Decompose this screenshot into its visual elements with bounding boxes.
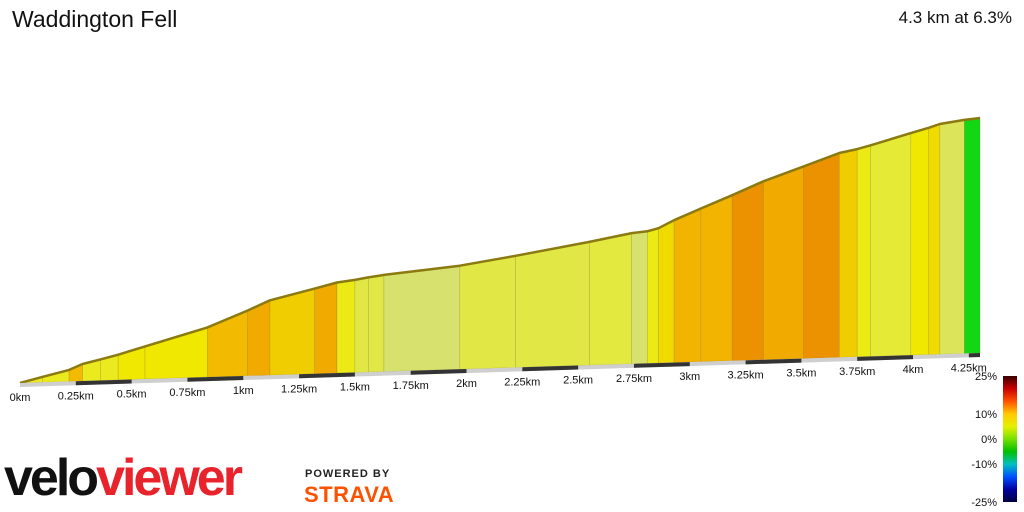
legend-label: 0% xyxy=(981,434,997,446)
x-tick-label: 2.25km xyxy=(504,376,540,388)
profile-segment xyxy=(354,277,369,373)
x-tick-label: 1.75km xyxy=(393,380,429,392)
gradient-legend-bar xyxy=(1003,376,1017,502)
profile-segment xyxy=(314,282,338,375)
profile-segment xyxy=(731,180,764,362)
x-tick-label: 0km xyxy=(10,392,31,404)
profile-segment xyxy=(838,148,858,358)
profile-segment xyxy=(803,152,840,359)
profile-segment xyxy=(631,230,648,365)
baseline-km-marker xyxy=(522,365,579,372)
profile-segment xyxy=(700,194,733,363)
baseline-km-marker xyxy=(75,379,132,386)
x-tick-label: 2.5km xyxy=(563,375,593,387)
profile-segment xyxy=(870,132,912,357)
baseline-km-marker xyxy=(410,369,467,375)
x-tick-label: 3.75km xyxy=(839,366,875,378)
profile-segment xyxy=(856,144,871,358)
profile-segment xyxy=(247,299,271,377)
profile-segment xyxy=(588,232,633,366)
legend-label: 25% xyxy=(975,371,997,383)
profile-segment xyxy=(939,119,965,355)
segment-summary: 4.3 km at 6.3% xyxy=(898,8,1012,27)
profile-segment xyxy=(658,219,675,364)
x-tick-label: 1.25km xyxy=(281,383,317,395)
x-tick-label: 4km xyxy=(903,364,924,376)
baseline-km-marker xyxy=(857,355,914,361)
profile-segment xyxy=(515,241,590,368)
powered-by-text: POWERED BY xyxy=(305,468,391,480)
profile-segment xyxy=(673,208,702,363)
baseline-km-marker xyxy=(187,376,244,382)
x-tick-label: 4.25km xyxy=(951,362,987,374)
baseline-km-marker xyxy=(633,362,690,368)
legend-label: -25% xyxy=(971,497,997,509)
x-tick-label: 3.5km xyxy=(786,368,816,380)
profile-segment xyxy=(928,123,941,355)
profile-segment xyxy=(383,265,461,372)
veloviewer-logo: veloviewer xyxy=(4,449,243,507)
baseline-km-marker xyxy=(745,358,802,365)
x-tick-label: 2km xyxy=(456,378,477,390)
x-tick-label: 1.5km xyxy=(340,382,370,394)
baseline-km-marker xyxy=(299,372,355,379)
profile-segment xyxy=(459,255,516,370)
x-tick-label: 3.25km xyxy=(728,369,764,381)
profile-segment xyxy=(964,117,981,354)
x-tick-label: 0.25km xyxy=(58,390,94,402)
profile-segment xyxy=(269,288,316,376)
profile-segment xyxy=(910,127,930,356)
profile-segment xyxy=(763,165,804,361)
legend-label: 10% xyxy=(975,409,997,421)
profile-segment xyxy=(336,279,356,374)
x-tick-label: 2.75km xyxy=(616,373,652,385)
profile-outline xyxy=(19,116,981,385)
logo-velo: velo xyxy=(4,449,99,507)
segment-title: Waddington Fell xyxy=(12,6,178,32)
legend-label: -10% xyxy=(971,459,997,471)
profile-segment xyxy=(646,227,659,364)
x-tick-label: 1km xyxy=(233,385,254,397)
profile-segment xyxy=(367,274,385,373)
x-tick-label: 3km xyxy=(679,371,700,383)
logo-viewer: viewer xyxy=(96,449,243,507)
baseline-band xyxy=(20,353,980,387)
profile-segment xyxy=(207,310,248,378)
profile-segment xyxy=(144,326,208,380)
x-tick-label: 0.5km xyxy=(117,389,147,401)
baseline-km-marker xyxy=(968,353,980,358)
x-tick-label: 0.75km xyxy=(169,387,205,399)
strava-logo: STRAVA xyxy=(304,482,395,507)
